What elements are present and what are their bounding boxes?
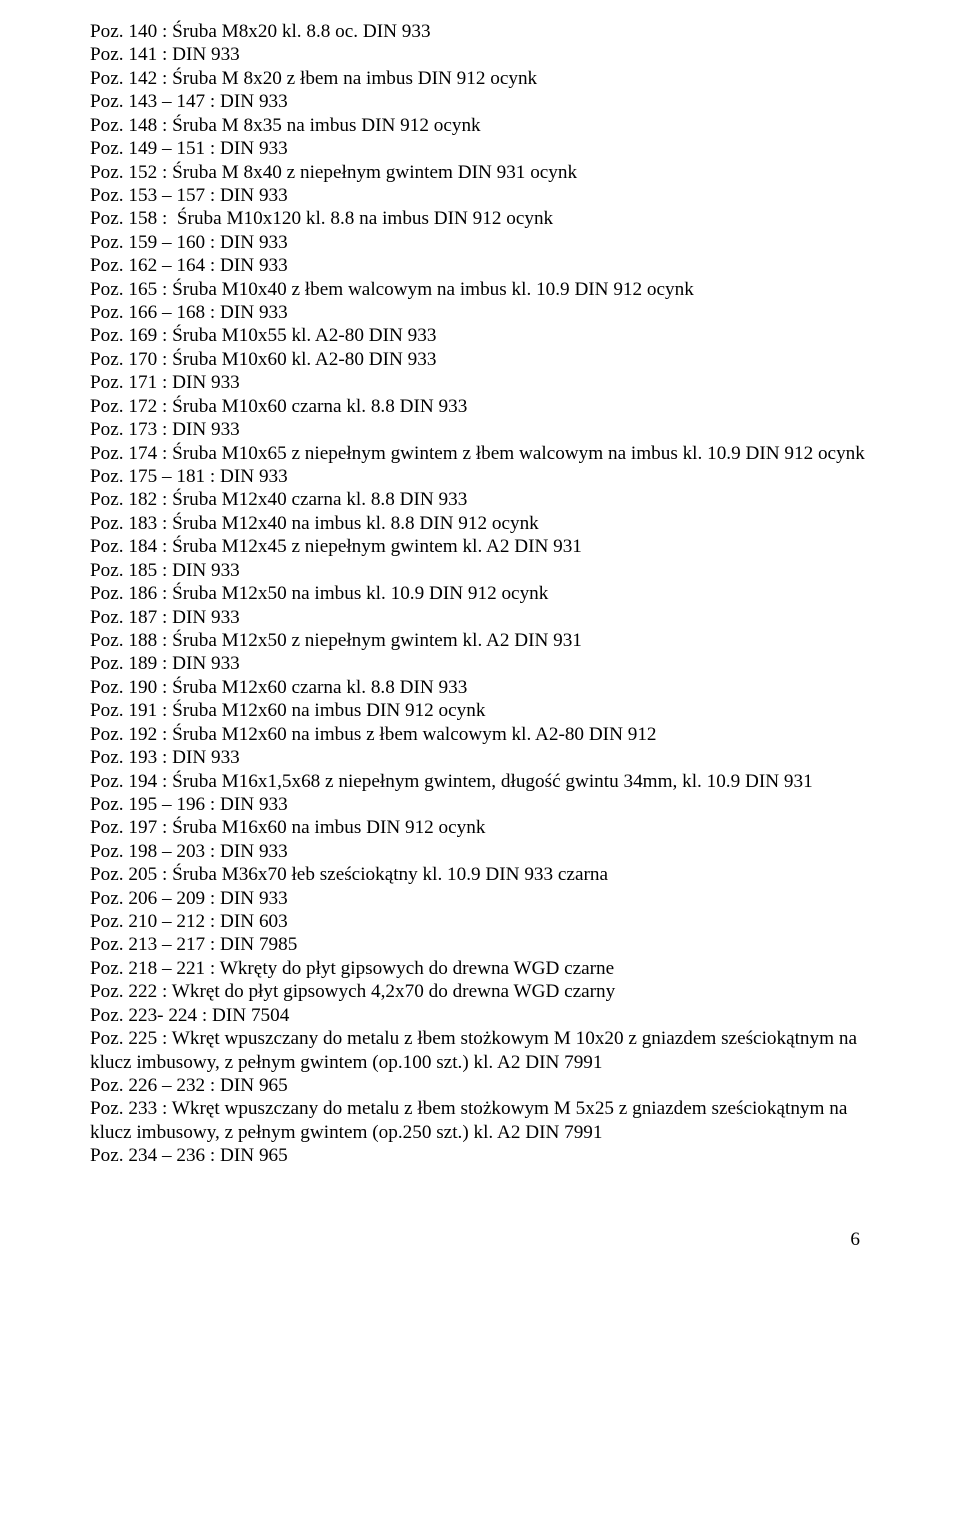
text-line: Poz. 165 : Śruba M10x40 z łbem walcowym … — [90, 278, 870, 301]
text-line: Poz. 191 : Śruba M12x60 na imbus DIN 912… — [90, 699, 870, 722]
text-line: Poz. 172 : Śruba M10x60 czarna kl. 8.8 D… — [90, 395, 870, 418]
text-line: Poz. 166 – 168 : DIN 933 — [90, 301, 870, 324]
text-line: Poz. 185 : DIN 933 — [90, 559, 870, 582]
text-line: Poz. 142 : Śruba M 8x20 z łbem na imbus … — [90, 67, 870, 90]
text-line: Poz. 170 : Śruba M10x60 kl. A2-80 DIN 93… — [90, 348, 870, 371]
text-line: Poz. 141 : DIN 933 — [90, 43, 870, 66]
text-line: Poz. 159 – 160 : DIN 933 — [90, 231, 870, 254]
text-line: Poz. 184 : Śruba M12x45 z niepełnym gwin… — [90, 535, 870, 558]
text-line: Poz. 174 : Śruba M10x65 z niepełnym gwin… — [90, 442, 870, 465]
text-line: Poz. 210 – 212 : DIN 603 — [90, 910, 870, 933]
text-line: Poz. 186 : Śruba M12x50 na imbus kl. 10.… — [90, 582, 870, 605]
text-line: Poz. 233 : Wkręt wpuszczany do metalu z … — [90, 1097, 870, 1144]
text-line: Poz. 190 : Śruba M12x60 czarna kl. 8.8 D… — [90, 676, 870, 699]
text-line: Poz. 162 – 164 : DIN 933 — [90, 254, 870, 277]
text-line: Poz. 175 – 181 : DIN 933 — [90, 465, 870, 488]
text-line: Poz. 205 : Śruba M36x70 łeb sześciokątny… — [90, 863, 870, 886]
text-line: Poz. 152 : Śruba M 8x40 z niepełnym gwin… — [90, 161, 870, 184]
text-line: Poz. 226 – 232 : DIN 965 — [90, 1074, 870, 1097]
text-line: Poz. 182 : Śruba M12x40 czarna kl. 8.8 D… — [90, 488, 870, 511]
text-line: Poz. 213 – 217 : DIN 7985 — [90, 933, 870, 956]
text-line: Poz. 173 : DIN 933 — [90, 418, 870, 441]
lines-container: Poz. 140 : Śruba M8x20 kl. 8.8 oc. DIN 9… — [90, 20, 870, 1168]
text-line: Poz. 153 – 157 : DIN 933 — [90, 184, 870, 207]
text-line: Poz. 192 : Śruba M12x60 na imbus z łbem … — [90, 723, 870, 746]
text-line: Poz. 195 – 196 : DIN 933 — [90, 793, 870, 816]
text-line: Poz. 198 – 203 : DIN 933 — [90, 840, 870, 863]
page-number: 6 — [90, 1228, 870, 1251]
document-page: Poz. 140 : Śruba M8x20 kl. 8.8 oc. DIN 9… — [0, 0, 960, 1291]
text-line: Poz. 197 : Śruba M16x60 na imbus DIN 912… — [90, 816, 870, 839]
text-line: Poz. 189 : DIN 933 — [90, 652, 870, 675]
text-line: Poz. 148 : Śruba M 8x35 na imbus DIN 912… — [90, 114, 870, 137]
text-line: Poz. 206 – 209 : DIN 933 — [90, 887, 870, 910]
text-line: Poz. 194 : Śruba M16x1,5x68 z niepełnym … — [90, 770, 870, 793]
text-line: Poz. 140 : Śruba M8x20 kl. 8.8 oc. DIN 9… — [90, 20, 870, 43]
text-line: Poz. 225 : Wkręt wpuszczany do metalu z … — [90, 1027, 870, 1074]
text-line: Poz. 223- 224 : DIN 7504 — [90, 1004, 870, 1027]
text-line: Poz. 171 : DIN 933 — [90, 371, 870, 394]
text-line: Poz. 234 – 236 : DIN 965 — [90, 1144, 870, 1167]
text-line: Poz. 169 : Śruba M10x55 kl. A2-80 DIN 93… — [90, 324, 870, 347]
text-line: Poz. 218 – 221 : Wkręty do płyt gipsowyc… — [90, 957, 870, 980]
text-line: Poz. 183 : Śruba M12x40 na imbus kl. 8.8… — [90, 512, 870, 535]
text-line: Poz. 143 – 147 : DIN 933 — [90, 90, 870, 113]
text-line: Poz. 193 : DIN 933 — [90, 746, 870, 769]
text-line: Poz. 187 : DIN 933 — [90, 606, 870, 629]
text-line: Poz. 149 – 151 : DIN 933 — [90, 137, 870, 160]
text-line: Poz. 158 : Śruba M10x120 kl. 8.8 na imbu… — [90, 207, 870, 230]
text-line: Poz. 188 : Śruba M12x50 z niepełnym gwin… — [90, 629, 870, 652]
text-line: Poz. 222 : Wkręt do płyt gipsowych 4,2x7… — [90, 980, 870, 1003]
